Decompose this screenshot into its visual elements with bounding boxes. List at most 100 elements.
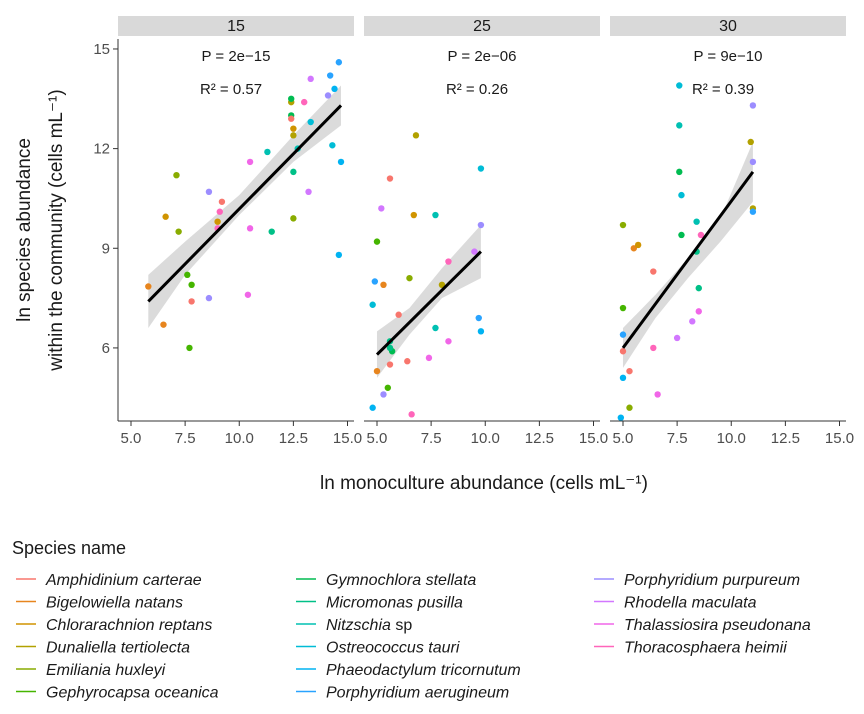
data-point <box>678 231 685 239</box>
x-tick-label: 7.5 <box>421 430 442 447</box>
data-point <box>438 281 446 289</box>
data-point <box>410 211 417 219</box>
data-point <box>378 205 385 212</box>
x-tick-label: 15.0 <box>579 430 608 447</box>
data-point <box>630 245 638 252</box>
data-point <box>380 391 387 398</box>
legend-item: Porphyridium aerugineum <box>296 685 509 702</box>
legend-label: Ostreococcus tauri <box>326 640 460 657</box>
legend-label: Porphyridium aerugineum <box>326 685 509 702</box>
data-point <box>246 225 254 232</box>
p-value-label: P = 2e−15 <box>202 48 271 65</box>
data-point <box>246 158 254 166</box>
data-point <box>425 354 433 362</box>
data-point <box>619 221 627 229</box>
data-point <box>290 125 297 132</box>
data-point <box>305 188 312 195</box>
data-point <box>335 251 343 259</box>
data-point <box>307 75 314 83</box>
legend-label: Amphidinium carterae <box>45 572 202 589</box>
data-point <box>205 294 213 302</box>
data-point <box>184 271 191 279</box>
x-tick-label: 5.0 <box>121 430 142 447</box>
regression-line <box>621 170 755 349</box>
data-point <box>676 122 683 129</box>
regression-line <box>375 250 482 356</box>
y-tick-label: 15 <box>93 41 110 58</box>
legend-title: Species name <box>12 538 126 558</box>
data-point <box>369 301 376 308</box>
legend-item: Ostreococcus tauri <box>296 640 460 657</box>
legend-label: Dunaliella tertiolecta <box>46 640 190 657</box>
legend-item: Amphidinium carterae <box>16 572 202 589</box>
data-point <box>369 404 376 411</box>
legend-label: Bigelowiella natans <box>46 595 183 612</box>
data-point <box>301 98 308 106</box>
x-tick-label: 7.5 <box>175 430 196 447</box>
legend-label: Emiliania huxleyi <box>46 662 166 679</box>
strip-label: 15 <box>227 18 245 35</box>
data-point <box>650 344 657 352</box>
data-point <box>749 102 757 109</box>
panel-day-25: 25 P = 2e−06 R² = 0.26 5.0 7.5 10.0 12.5 15.0 <box>364 16 608 447</box>
legend-item: Rhodella maculata <box>594 595 757 612</box>
data-point <box>408 411 415 418</box>
data-point <box>386 344 394 352</box>
r-squared-label: R² = 0.57 <box>200 81 262 98</box>
data-point <box>290 215 297 222</box>
data-point <box>162 213 169 220</box>
data-point <box>634 241 642 249</box>
data-point <box>676 82 683 89</box>
data-point <box>650 268 657 275</box>
panel-day-15: 15 P = 2e−15 R² = 0.57 5.0 7.5 10.0 12.5 15.0 <box>118 16 362 447</box>
x-tick-label: 10.0 <box>717 430 746 447</box>
data-point <box>471 248 478 255</box>
data-point <box>307 118 314 126</box>
data-point <box>373 367 381 375</box>
x-tick-label: 15.0 <box>825 430 854 447</box>
data-point <box>331 85 338 93</box>
x-tick-label: 15.0 <box>333 430 362 447</box>
data-point <box>290 168 297 176</box>
data-point <box>654 391 661 398</box>
x-tick-label: 5.0 <box>613 430 634 447</box>
data-point <box>326 72 334 79</box>
regression-line <box>147 104 343 303</box>
legend-item: Dunaliella tertiolecta <box>16 640 190 657</box>
legend-layer: Species name Amphidinium carterae Bigelowi… <box>12 538 811 702</box>
data-point <box>205 188 213 195</box>
data-point <box>371 278 379 285</box>
data-point <box>173 171 180 179</box>
data-point <box>477 165 485 172</box>
legend-item: Gephyrocapsa oceanica <box>16 685 219 702</box>
data-point <box>244 291 252 298</box>
r-squared-label: R² = 0.26 <box>446 81 508 98</box>
y-axis-title-line1: ln species abundance <box>14 138 35 322</box>
p-value-label: P = 2e−06 <box>448 48 517 65</box>
legend-label: Porphyridium purpureum <box>624 572 800 589</box>
y-tick-label: 6 <box>102 340 110 357</box>
data-point <box>678 191 685 199</box>
data-point <box>290 132 297 139</box>
x-tick-label: 7.5 <box>667 430 688 447</box>
y-tick-label: 9 <box>102 240 110 257</box>
data-point <box>145 283 152 290</box>
data-point <box>188 298 195 305</box>
data-point <box>619 374 627 382</box>
strip-background <box>118 16 354 36</box>
data-point <box>626 367 633 375</box>
legend-item: Phaeodactylum tricornutum <box>296 662 521 679</box>
data-point <box>337 158 345 166</box>
data-point <box>432 324 439 332</box>
data-point <box>404 358 411 365</box>
x-tick-label: 12.5 <box>771 430 800 447</box>
panel-day-30: 30 P = 9e−10 R² = 0.39 5.0 7.5 10.0 12.5 15.0 <box>610 16 854 447</box>
legend-label: Micromonas pusilla <box>326 595 463 612</box>
legend-item: Gymnochlora stellata <box>296 572 476 589</box>
x-tick-label: 12.5 <box>279 430 308 447</box>
legend-item: Porphyridium purpureum <box>594 572 800 589</box>
data-point <box>695 284 702 292</box>
data-point <box>695 308 702 315</box>
data-point <box>749 208 757 215</box>
